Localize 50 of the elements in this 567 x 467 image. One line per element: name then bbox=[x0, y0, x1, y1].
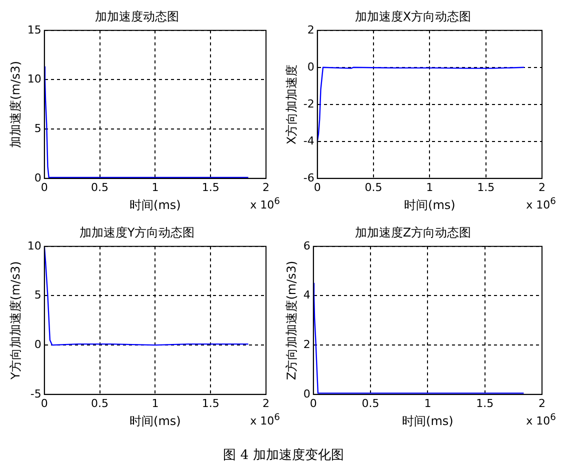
x-tick-label: 1 bbox=[152, 180, 159, 194]
y-tick-label: 0 bbox=[34, 171, 42, 184]
x-tick-label: 0.5 bbox=[91, 396, 109, 410]
x-tick-label: 1 bbox=[152, 396, 159, 410]
x-tick-label: 1 bbox=[426, 180, 434, 194]
x-axis-title: 时间(ms) bbox=[130, 414, 181, 428]
text: x 10$^{6}$ bbox=[526, 412, 556, 428]
y-tick-label: 10 bbox=[27, 239, 42, 252]
y-tick-label: 2 bbox=[307, 23, 314, 36]
y-tick-label: -4 bbox=[303, 134, 314, 148]
y-axis-title: Y方向加加速度(m/s3) bbox=[8, 261, 22, 381]
x-tick-label: 0.5 bbox=[362, 396, 380, 410]
y-tick-label: 2 bbox=[303, 338, 310, 351]
text: x 10$^{6}$ bbox=[250, 196, 280, 212]
y-axis-title: Z方向加加速度(m/s3) bbox=[284, 260, 298, 380]
x-tick-label: 0.5 bbox=[364, 180, 382, 194]
y-tick-label: -5 bbox=[30, 387, 42, 400]
y-axis-title: X方向加加速度 bbox=[284, 64, 298, 145]
x-tick-label: 2 bbox=[262, 180, 270, 194]
y-tick-label: 6 bbox=[303, 239, 310, 252]
text: x 10$^{6}$ bbox=[526, 196, 556, 212]
chart-title: 加加速度动态图 bbox=[95, 9, 179, 24]
x-axis-title: 时间(ms) bbox=[404, 198, 456, 212]
y-tick-label: 4 bbox=[303, 288, 310, 302]
y-tick-label: 0 bbox=[34, 338, 42, 351]
x-tick-label: 1.5 bbox=[477, 180, 495, 194]
chart-title: 加加速度Y方向动态图 bbox=[79, 225, 195, 240]
chart-title: 加加速度X方向动态图 bbox=[354, 9, 472, 24]
y-tick-label: 10 bbox=[27, 72, 42, 86]
y-tick-label: -6 bbox=[303, 171, 314, 184]
x-tick-label: 1 bbox=[424, 396, 432, 410]
y-tick-label: 0 bbox=[303, 387, 310, 400]
x-tick-label: 2 bbox=[262, 396, 270, 410]
x-tick-label: 1.5 bbox=[202, 396, 220, 410]
y-tick-label: -2 bbox=[303, 97, 314, 110]
y-tick-label: 0 bbox=[307, 60, 314, 74]
caption: 图 4 加加速度变化图 bbox=[222, 447, 345, 464]
x-tick-label: 1.5 bbox=[202, 180, 220, 194]
x-tick-label: 2 bbox=[538, 396, 546, 410]
x-tick-label: 2 bbox=[538, 180, 546, 194]
x-axis-title: 时间(ms) bbox=[130, 198, 181, 212]
x-tick-label: 1.5 bbox=[476, 396, 494, 410]
y-tick-label: 15 bbox=[27, 23, 42, 36]
y-tick-label: 5 bbox=[34, 288, 42, 302]
y-tick-label: 5 bbox=[34, 122, 42, 135]
chart-title: 加加速度Z方向动态图 bbox=[354, 225, 472, 240]
x-tick-label: 0.5 bbox=[91, 180, 109, 194]
text: x 10$^{6}$ bbox=[250, 412, 280, 428]
y-axis-title: 加加速度(m/s3) bbox=[8, 60, 22, 148]
x-axis-title: 时间(ms) bbox=[402, 414, 454, 428]
